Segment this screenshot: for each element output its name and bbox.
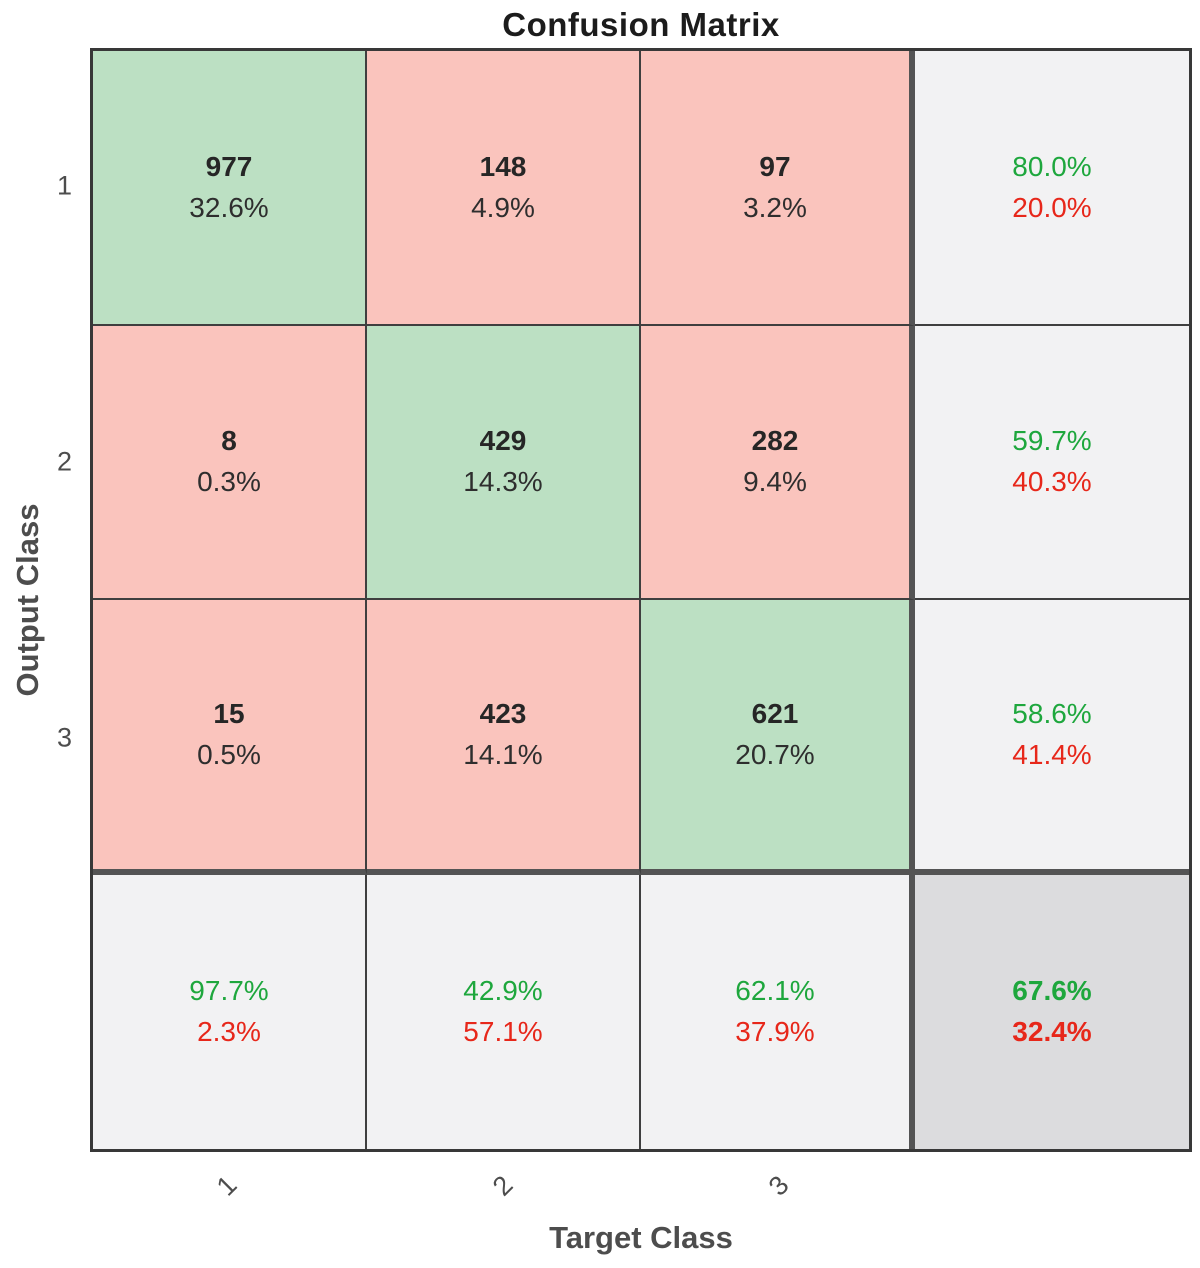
summary-good-percent: 42.9% [463, 975, 543, 1007]
summary-good-percent: 58.6% [1012, 697, 1092, 729]
cell-percent: 3.2% [743, 191, 807, 223]
cell-percent: 4.9% [471, 191, 535, 223]
y-axis-label: Output Class [10, 503, 45, 697]
cell-count: 282 [751, 425, 799, 457]
cell-count: 15 [213, 697, 245, 729]
cell-count: 429 [479, 425, 527, 457]
summary-good-percent: 80.0% [1012, 150, 1092, 182]
cell-count: 977 [205, 150, 253, 182]
x-tick-1: 1 [210, 1169, 243, 1202]
summary-bad-percent: 41.4% [1012, 738, 1092, 770]
matrix-cell-r1c3: 97 3.2% [641, 51, 915, 326]
matrix-cell-r2c2: 429 14.3% [367, 325, 641, 600]
matrix-grid: 977 32.6% 148 4.9% 97 3.2% 80.0% 20.0% 8… [90, 48, 1192, 1152]
summary-good-percent: 62.1% [735, 975, 815, 1007]
x-tick-3: 3 [762, 1169, 795, 1202]
matrix-cell-r2c1: 8 0.3% [93, 325, 367, 600]
summary-good-percent: 97.7% [189, 975, 269, 1007]
cell-count: 8 [221, 425, 237, 457]
cell-percent: 20.7% [735, 738, 815, 770]
cell-count: 148 [479, 150, 527, 182]
matrix-cell-r3c3: 621 20.7% [641, 600, 915, 875]
overall-accuracy-cell: 67.6% 32.4% [915, 874, 1189, 1149]
summary-bad-percent: 37.9% [735, 1016, 815, 1048]
cell-count: 423 [479, 697, 527, 729]
cell-count: 97 [759, 150, 791, 182]
cell-percent: 14.1% [463, 738, 543, 770]
y-tick-3: 3 [56, 722, 72, 753]
matrix-cell-r3c1: 15 0.5% [93, 600, 367, 875]
chart-title: Confusion Matrix [502, 6, 780, 43]
col-summary-c1: 97.7% 2.3% [93, 874, 367, 1149]
summary-bad-percent: 40.3% [1012, 466, 1092, 498]
row-summary-r1: 80.0% 20.0% [915, 51, 1189, 326]
matrix-cell-r2c3: 282 9.4% [641, 325, 915, 600]
cell-percent: 9.4% [743, 466, 807, 498]
cell-percent: 14.3% [463, 466, 543, 498]
overall-accuracy-percent: 67.6% [1012, 975, 1092, 1007]
summary-bad-percent: 2.3% [197, 1016, 261, 1048]
matrix-cell-r3c2: 423 14.1% [367, 600, 641, 875]
matrix-cell-r1c2: 148 4.9% [367, 51, 641, 326]
x-tick-2: 2 [486, 1169, 519, 1202]
cell-percent: 0.3% [197, 466, 261, 498]
summary-good-percent: 59.7% [1012, 425, 1092, 457]
row-summary-r2: 59.7% 40.3% [915, 325, 1189, 600]
row-summary-r3: 58.6% 41.4% [915, 600, 1189, 875]
overall-error-percent: 32.4% [1012, 1016, 1092, 1048]
x-axis-label: Target Class [549, 1220, 733, 1255]
cell-percent: 0.5% [197, 738, 261, 770]
cell-count: 621 [751, 697, 799, 729]
y-tick-1: 1 [56, 170, 72, 201]
summary-bad-percent: 57.1% [463, 1016, 543, 1048]
col-summary-c3: 62.1% 37.9% [641, 874, 915, 1149]
cell-percent: 32.6% [189, 191, 269, 223]
matrix-cell-r1c1: 977 32.6% [93, 51, 367, 326]
summary-bad-percent: 20.0% [1012, 191, 1092, 223]
y-tick-2: 2 [56, 446, 72, 477]
col-summary-c2: 42.9% 57.1% [367, 874, 641, 1149]
